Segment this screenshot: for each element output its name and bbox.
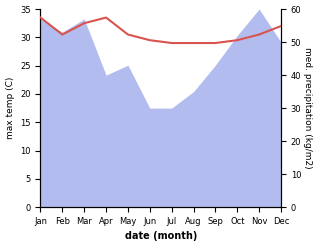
Y-axis label: max temp (C): max temp (C) bbox=[5, 77, 15, 139]
X-axis label: date (month): date (month) bbox=[125, 231, 197, 242]
Y-axis label: med. precipitation (kg/m2): med. precipitation (kg/m2) bbox=[303, 47, 313, 169]
